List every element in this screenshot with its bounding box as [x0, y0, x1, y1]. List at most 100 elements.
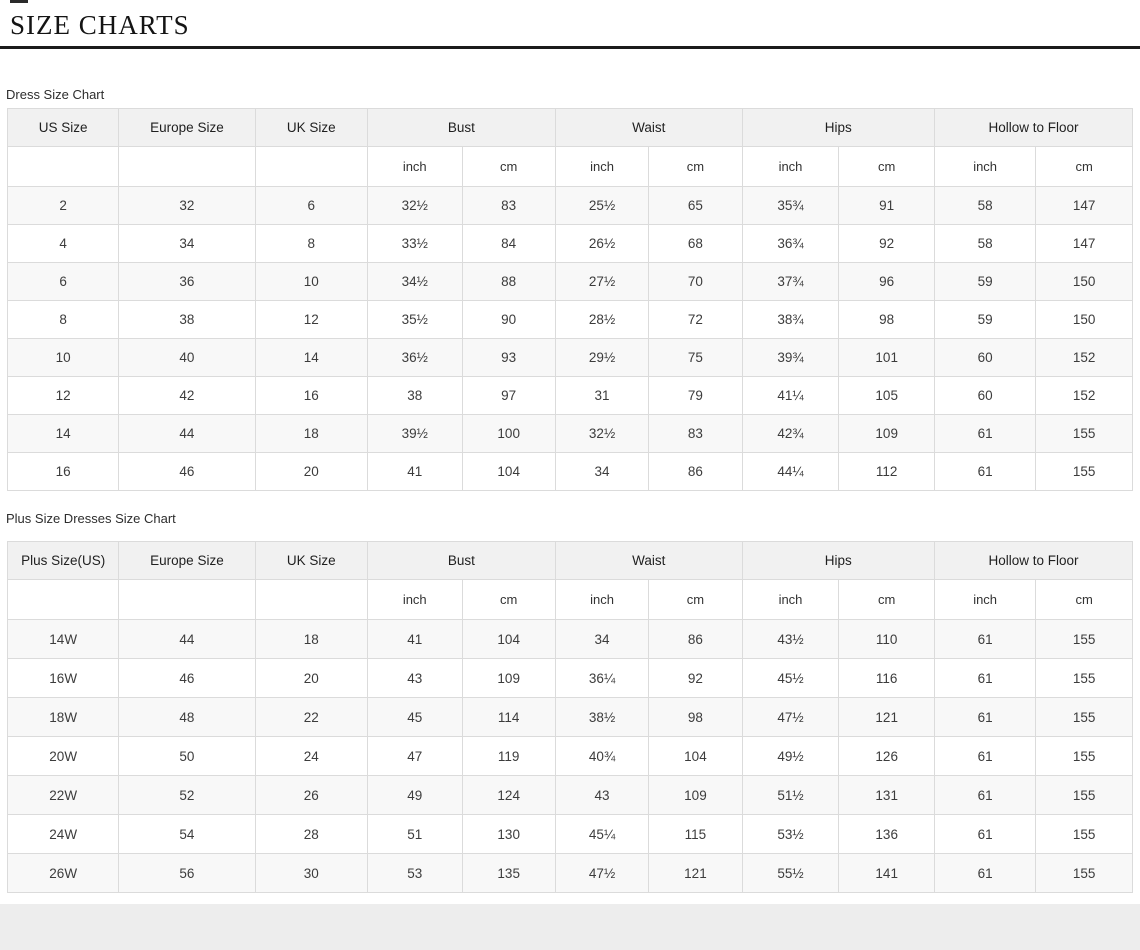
unit-header: inch: [933, 146, 1037, 187]
table-cell: 45½: [741, 658, 840, 698]
table-row: 14 44 18 39½ 100 32½ 83 42¾ 109 61 155: [6, 414, 1133, 453]
table-row: 16W 46 20 43 109 36¼ 92 45½ 116 61 155: [6, 658, 1133, 698]
table-cell: 43½: [741, 619, 840, 659]
table-cell: 83: [648, 414, 743, 453]
empty-header-cell: [118, 146, 256, 187]
table-cell: 121: [838, 697, 935, 737]
table-row: 24W 54 28 51 130 45¼ 115 53½ 136 61 155: [6, 814, 1133, 854]
table-cell: 27½: [554, 262, 650, 301]
table-cell: 38: [367, 376, 463, 415]
table-cell: 90: [461, 300, 556, 339]
table-cell: 155: [1035, 697, 1133, 737]
table-cell: 147: [1035, 224, 1133, 263]
table-row: 12 42 16 38 97 31 79 41¼ 105 60 152: [6, 376, 1133, 415]
table-cell: 86: [648, 619, 743, 659]
table-cell: 58: [933, 224, 1037, 263]
table-cell: 59: [933, 300, 1037, 339]
unit-header: inch: [741, 579, 840, 620]
table-cell: 36¾: [741, 224, 840, 263]
table-cell: 41¼: [741, 376, 840, 415]
column-header: Europe Size: [118, 108, 256, 147]
table-cell: 40: [118, 338, 256, 377]
table-cell: 52: [118, 775, 256, 815]
table-cell: 130: [461, 814, 556, 854]
column-header: Plus Size(US): [6, 541, 120, 580]
empty-header-cell: [118, 579, 256, 620]
empty-header-cell: [254, 146, 368, 187]
unit-header-row: inch cm inch cm inch cm inch cm: [6, 579, 1133, 620]
column-header: Hips: [741, 541, 936, 580]
table-cell: 126: [838, 736, 935, 776]
plus-chart-label: Plus Size Dresses Size Chart: [6, 511, 176, 526]
table-cell: 22: [254, 697, 368, 737]
table-cell: 141: [838, 853, 935, 893]
column-header: Bust: [367, 541, 556, 580]
unit-header: cm: [648, 146, 743, 187]
table-cell: 24W: [6, 814, 120, 854]
column-header: Hollow to Floor: [934, 108, 1133, 147]
table-cell: 119: [461, 736, 556, 776]
empty-header-cell: [6, 579, 120, 620]
table-cell: 45: [367, 697, 463, 737]
table-cell: 25½: [554, 186, 650, 225]
table-cell: 92: [838, 224, 935, 263]
table-cell: 16: [254, 376, 368, 415]
table-cell: 26: [254, 775, 368, 815]
table-cell: 121: [648, 853, 743, 893]
table-cell: 43: [367, 658, 463, 698]
table-cell: 155: [1035, 414, 1133, 453]
table-cell: 22W: [6, 775, 120, 815]
table-cell: 36: [118, 262, 256, 301]
table-cell: 8: [6, 300, 120, 339]
table-cell: 61: [933, 814, 1037, 854]
table-cell: 98: [648, 697, 743, 737]
table-cell: 115: [648, 814, 743, 854]
table-cell: 47½: [554, 853, 650, 893]
column-header: Hollow to Floor: [934, 541, 1133, 580]
table-cell: 58: [933, 186, 1037, 225]
table-cell: 32½: [367, 186, 463, 225]
table-cell: 42¾: [741, 414, 840, 453]
table-cell: 53½: [741, 814, 840, 854]
table-cell: 105: [838, 376, 935, 415]
table-cell: 70: [648, 262, 743, 301]
table-row: 4 34 8 33½ 84 26½ 68 36¾ 92 58 147: [6, 224, 1133, 263]
table-cell: 152: [1035, 376, 1133, 415]
table-cell: 37¾: [741, 262, 840, 301]
table-cell: 20: [254, 452, 368, 491]
table-cell: 61: [933, 853, 1037, 893]
table-cell: 34: [118, 224, 256, 263]
unit-header: inch: [554, 579, 650, 620]
unit-header-row: inch cm inch cm inch cm inch cm: [6, 146, 1133, 187]
table-cell: 34: [554, 619, 650, 659]
page-title: SIZE CHARTS: [10, 10, 190, 40]
table-cell: 16: [6, 452, 120, 491]
table-cell: 131: [838, 775, 935, 815]
table-cell: 44¼: [741, 452, 840, 491]
table-cell: 10: [6, 338, 120, 377]
column-header: Bust: [367, 108, 556, 147]
column-header: UK Size: [254, 541, 368, 580]
column-header: Waist: [554, 108, 743, 147]
table-cell: 61: [933, 736, 1037, 776]
table-row: 26W 56 30 53 135 47½ 121 55½ 141 61 155: [6, 853, 1133, 893]
table-cell: 150: [1035, 300, 1133, 339]
table-cell: 34: [554, 452, 650, 491]
table-cell: 86: [648, 452, 743, 491]
unit-header: cm: [1035, 146, 1133, 187]
table-cell: 155: [1035, 853, 1133, 893]
table-cell: 38: [118, 300, 256, 339]
table-cell: 18: [254, 619, 368, 659]
table-cell: 100: [461, 414, 556, 453]
table-cell: 44: [118, 414, 256, 453]
table-cell: 28: [254, 814, 368, 854]
table-cell: 31: [554, 376, 650, 415]
table-cell: 6: [6, 262, 120, 301]
table-cell: 93: [461, 338, 556, 377]
table-cell: 53: [367, 853, 463, 893]
table-cell: 34½: [367, 262, 463, 301]
table-cell: 61: [933, 414, 1037, 453]
table-cell: 4: [6, 224, 120, 263]
table-cell: 75: [648, 338, 743, 377]
table-cell: 152: [1035, 338, 1133, 377]
